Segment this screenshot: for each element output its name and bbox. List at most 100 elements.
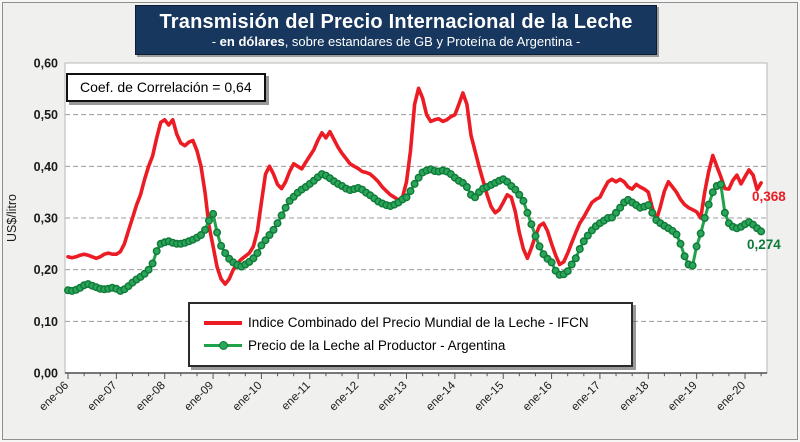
y-tick-label: 0,50 [34, 108, 58, 122]
series-end-label-argentina: 0,274 [747, 237, 781, 252]
series-marker-argentina [261, 236, 270, 245]
legend-green-line-marker-swatch [204, 341, 242, 350]
series-marker-argentina [519, 196, 528, 205]
x-tick-label: ene-08 [134, 380, 168, 414]
series-marker-argentina [511, 185, 520, 194]
series-marker-argentina [265, 230, 274, 239]
series-line-ifcn [66, 86, 763, 286]
series-marker-argentina [531, 232, 540, 241]
legend: Indice Combinado del Precio Mundial de l… [188, 302, 633, 367]
subtitle-rest: , sobre estandares de GB y Proteína de A… [284, 34, 581, 49]
series-marker-argentina [249, 254, 258, 263]
x-tick-label: ene-09 [182, 380, 216, 414]
y-tick-label: 0,00 [34, 367, 58, 381]
legend-item-argentina: Precio de la Leche al Productor - Argent… [204, 338, 621, 353]
series-marker-argentina [196, 230, 205, 239]
series-marker-argentina [692, 242, 701, 251]
x-tick-label: ene-11 [280, 380, 313, 413]
x-tick-label: ene-17 [569, 380, 603, 414]
series-marker-argentina [217, 241, 226, 250]
legend-item-ifcn: Indice Combinado del Precio Mundial de l… [204, 315, 621, 330]
y-tick-label: 0,60 [34, 57, 58, 71]
y-tick-label: 0,20 [34, 263, 58, 277]
series-marker-argentina [680, 252, 689, 261]
x-tick-label: ene-18 [618, 380, 652, 414]
series-marker-argentina [273, 219, 282, 228]
series-marker-argentina [471, 193, 480, 202]
series-marker-argentina [410, 179, 419, 188]
series-marker-argentina [579, 237, 588, 246]
series-marker-argentina [696, 229, 705, 238]
series-marker-argentina [616, 203, 625, 212]
series-marker-argentina [527, 220, 536, 229]
series-marker-argentina [648, 208, 657, 217]
series-marker-argentina [402, 193, 411, 202]
series-marker-argentina [515, 190, 524, 199]
series-marker-argentina [209, 209, 218, 218]
series-marker-argentina [672, 230, 681, 239]
series-marker-argentina [563, 267, 572, 276]
x-tick-label: ene-10 [231, 380, 265, 414]
correlation-label: Coef. de Correlación = 0,64 [80, 79, 252, 95]
x-tick-label: ene-06 [37, 380, 71, 414]
series-marker-argentina [716, 180, 725, 189]
series-marker-argentina [700, 213, 709, 222]
y-axis-title: US$/litro [5, 194, 19, 242]
series-marker-argentina [462, 182, 471, 191]
x-tick-label: ene-19 [666, 380, 700, 414]
series-marker-argentina [571, 254, 580, 263]
green-marker-sample [218, 341, 228, 350]
series-marker-argentina [406, 187, 415, 196]
series-marker-argentina [414, 173, 423, 182]
title-box: Transmisión del Precio Internacional de … [135, 5, 657, 55]
series-marker-argentina [221, 249, 230, 258]
series-marker-argentina [200, 225, 209, 234]
y-tick-label: 0,30 [34, 212, 58, 226]
x-tick-label: ene-07 [86, 380, 120, 414]
x-tick-label: ene-16 [521, 380, 555, 414]
x-tick-label: ene-12 [327, 380, 361, 414]
series-marker-argentina [704, 200, 713, 209]
legend-label-argentina: Precio de la Leche al Productor - Argent… [248, 338, 506, 353]
series-marker-argentina [257, 241, 266, 250]
chart-subtitle: - en dólares, sobre estandares de GB y P… [136, 34, 656, 49]
series-marker-argentina [213, 228, 222, 237]
y-tick-label: 0,10 [34, 315, 58, 329]
x-tick-label: ene-14 [424, 379, 458, 413]
series-marker-argentina [152, 247, 161, 256]
series-marker-argentina [612, 208, 621, 217]
series-marker-argentina [688, 261, 697, 270]
series-marker-argentina [757, 227, 766, 236]
series-marker-argentina [720, 208, 729, 217]
correlation-box: Coef. de Correlación = 0,64 [66, 73, 266, 102]
series-marker-argentina [204, 216, 213, 225]
x-tick-label: ene-20 [714, 380, 748, 414]
series-marker-argentina [281, 203, 290, 212]
series-marker-argentina [535, 242, 544, 251]
x-tick-label: ene-15 [473, 380, 507, 414]
y-tick-label: 0,40 [34, 160, 58, 174]
series-end-label-ifcn: 0,368 [752, 189, 786, 204]
series-marker-argentina [708, 188, 717, 197]
legend-label-ifcn: Indice Combinado del Precio Mundial de l… [248, 315, 589, 330]
series-marker-argentina [575, 244, 584, 253]
series-marker-argentina [277, 211, 286, 220]
series-marker-argentina [148, 259, 157, 268]
red-line-sample [204, 320, 242, 325]
series-marker-argentina [144, 265, 153, 274]
series-marker-argentina [523, 208, 532, 217]
series-marker-argentina [269, 225, 278, 234]
legend-red-line-swatch [204, 320, 242, 325]
x-tick-label: ene-13 [376, 380, 410, 414]
chart-title: Transmisión del Precio Internacional de … [159, 11, 633, 33]
series-marker-argentina [583, 231, 592, 240]
series-marker-argentina [644, 201, 653, 210]
series-marker-argentina [676, 239, 685, 248]
series-marker-argentina [547, 258, 556, 267]
subtitle-prefix: - [211, 34, 220, 49]
series-marker-argentina [567, 260, 576, 269]
subtitle-bold: en dólares [219, 34, 285, 49]
series-marker-argentina [253, 249, 262, 258]
